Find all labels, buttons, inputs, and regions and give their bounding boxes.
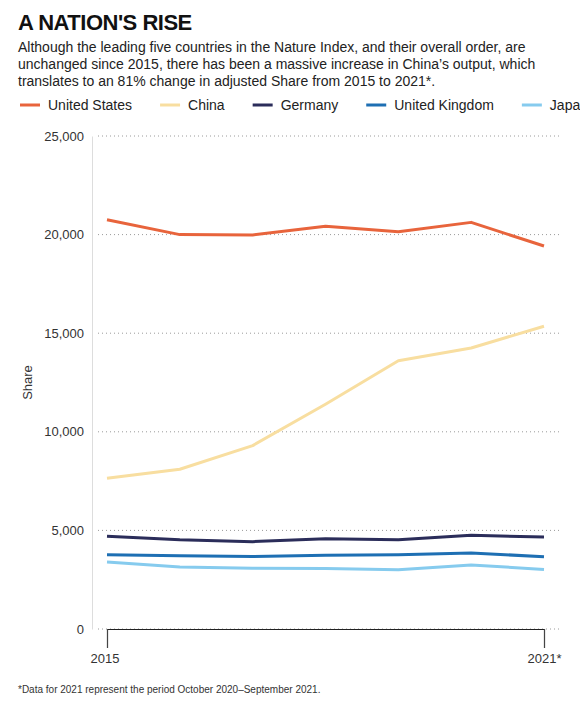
y-tick: 5,000: [51, 523, 92, 538]
legend-swatch: [253, 104, 273, 107]
y-axis-title: Share: [20, 365, 35, 400]
y-tick-label: 20,000: [44, 227, 84, 242]
x-tick-mark: [544, 629, 545, 648]
x-tick: [180, 629, 181, 648]
series-line: [107, 535, 544, 542]
legend-swatch: [522, 104, 542, 107]
legend-swatch: [366, 104, 386, 107]
y-axis: 0 5,000 10,000 15,000 20,000 25,000: [44, 129, 92, 637]
legend-label: Japan: [550, 97, 580, 113]
x-tick-label: 2015: [91, 651, 120, 666]
series-line: [107, 220, 544, 246]
x-tick-mark: [253, 629, 254, 648]
x-tick-mark: [326, 629, 327, 648]
legend-item: Japan: [522, 97, 580, 113]
subtitle: Although the leading five countries in t…: [18, 39, 535, 89]
legend-label: China: [188, 97, 225, 113]
grid-line: [98, 234, 562, 235]
footnote: *Data for 2021 represent the period Octo…: [18, 684, 320, 695]
legend-swatch: [160, 104, 180, 107]
x-tick-mark: [107, 629, 108, 648]
y-tick: 20,000: [44, 227, 92, 242]
y-tick: 15,000: [44, 326, 92, 341]
series-line: [107, 553, 544, 557]
y-tick-label: 25,000: [44, 129, 84, 144]
x-tick-mark: [180, 629, 181, 648]
grid-line: [98, 431, 562, 432]
legend-item: China: [160, 97, 225, 113]
legend-swatch: [20, 104, 40, 107]
legend-label: Germany: [281, 97, 339, 113]
legend-item: United States: [20, 97, 132, 113]
x-axis: 2015 2021*: [91, 629, 562, 666]
y-tick: 25,000: [44, 129, 92, 144]
chart: A NATION'S RISE Although the leading five…: [0, 0, 580, 707]
x-tick: 2015: [91, 629, 120, 666]
grid-line: [98, 530, 562, 531]
series-line: [107, 562, 544, 570]
x-tick-label: 2021*: [528, 651, 562, 666]
legend-label: United Kingdom: [394, 97, 494, 113]
legend-item: Germany: [253, 97, 339, 113]
y-tick-label: 0: [77, 622, 84, 637]
plot-area: [107, 220, 544, 570]
legend-label: United States: [48, 97, 132, 113]
x-tick-mark: [398, 629, 399, 648]
grid-line: [98, 136, 562, 137]
y-tick-label: 15,000: [44, 326, 84, 341]
series-line: [107, 326, 544, 478]
y-tick: 0: [77, 622, 92, 637]
y-axis-line: [92, 137, 93, 630]
x-tick: 2021*: [528, 629, 562, 666]
x-tick: [326, 629, 327, 648]
x-tick-mark: [471, 629, 472, 648]
x-tick: [398, 629, 399, 648]
title: A NATION'S RISE: [18, 10, 192, 35]
grid-line: [98, 333, 562, 334]
x-axis-line: [108, 630, 545, 649]
y-tick-label: 5,000: [51, 523, 84, 538]
y-tick-label: 10,000: [44, 424, 84, 439]
x-tick: [471, 629, 472, 648]
legend-item: United Kingdom: [366, 97, 494, 113]
x-tick: [253, 629, 254, 648]
y-tick: 10,000: [44, 424, 92, 439]
grid: [98, 136, 562, 629]
